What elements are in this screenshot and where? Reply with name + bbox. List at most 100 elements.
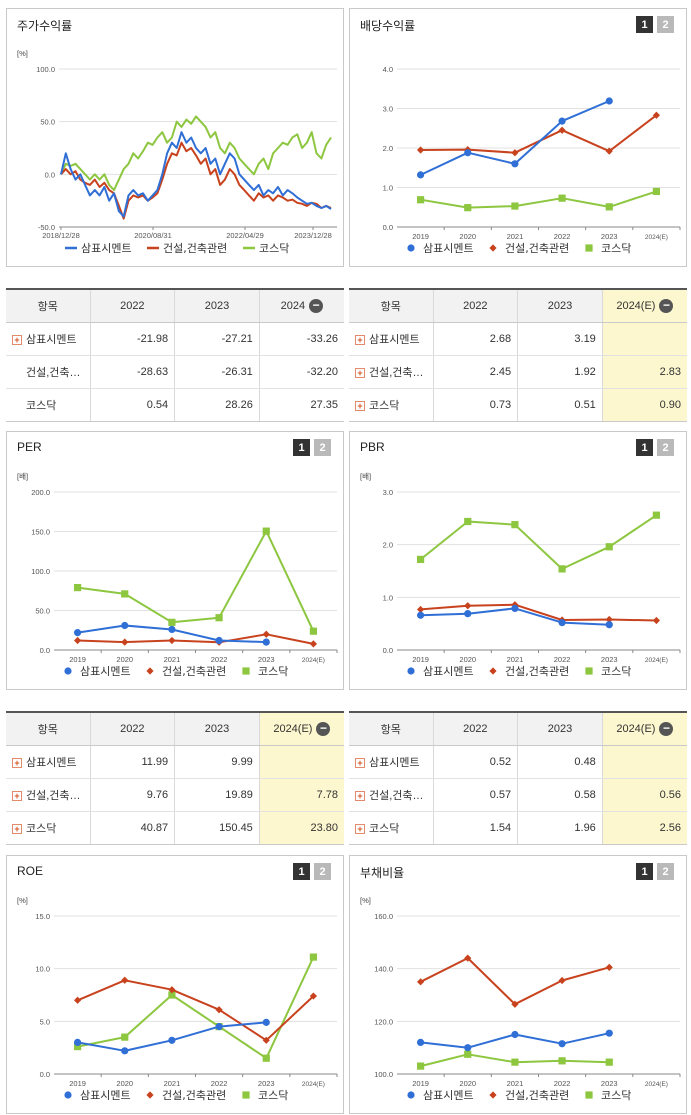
view-1-button[interactable]: 1: [636, 439, 653, 456]
row-label: 건설,건축…: [26, 790, 81, 802]
view-2-button[interactable]: 2: [314, 863, 331, 880]
expand-icon[interactable]: +: [355, 335, 365, 346]
expand-icon[interactable]: +: [355, 758, 365, 769]
cell: 2.83: [601, 355, 687, 389]
view-2-button[interactable]: 2: [314, 439, 331, 456]
view-2-button[interactable]: 2: [657, 863, 674, 880]
legend-label: 코스닥: [601, 242, 631, 255]
point-marker: [416, 146, 425, 154]
cell: 0.90: [601, 388, 687, 421]
point-marker: [168, 618, 176, 626]
cell: 150.45: [174, 811, 260, 844]
point-marker: [73, 1038, 82, 1046]
col-header: 2024(E) −: [601, 713, 687, 746]
col-header-label: 2024(E): [273, 722, 313, 735]
point-marker: [416, 196, 425, 204]
expand-icon[interactable]: +: [355, 401, 365, 412]
legend-label: 코스닥: [259, 242, 289, 255]
point-marker: [605, 963, 613, 971]
row-label: 삼표시멘트: [369, 757, 420, 769]
series-line: [77, 956, 315, 1060]
y-tick-label: 2.0: [383, 541, 393, 550]
table-row: + 코스닥 40.87 150.45 23.80: [6, 811, 344, 844]
view-1-button[interactable]: 1: [636, 16, 653, 33]
expand-icon[interactable]: +: [355, 791, 365, 802]
col-header: 2023: [517, 290, 603, 323]
point-marker: [146, 667, 154, 675]
view-1-button[interactable]: 1: [293, 439, 310, 456]
panel-title: PBR: [360, 440, 385, 454]
point-marker: [168, 991, 176, 999]
series-line: [77, 1021, 267, 1052]
row-label: 삼표시멘트: [369, 334, 420, 346]
col-header: 2024(E) −: [601, 290, 687, 323]
view-1-button[interactable]: 1: [636, 863, 653, 880]
y-tick-label: 50.0: [40, 118, 55, 127]
table-row: 코스닥 0.54 28.26 27.35: [6, 388, 344, 421]
point-marker: [416, 555, 425, 564]
point-marker: [489, 667, 497, 675]
view-2-button[interactable]: 2: [657, 16, 674, 33]
point-marker: [605, 1058, 613, 1066]
point-marker: [511, 149, 519, 157]
cell: 2.56: [601, 811, 687, 844]
legend-label: 코스닥: [258, 665, 288, 678]
panel-roe: ROE 1 2 [%] 15.0 10.0 5.0 0.0 2019 2020 2021 202…: [6, 855, 344, 1114]
row-label-cell: + 코스닥: [349, 812, 433, 845]
panel-pbr: PBR 1 2 [배] 3.0 2.0 1.0 0.0 2019 2020 2021 2022 2…: [349, 431, 687, 690]
point-marker: [416, 978, 425, 986]
view-1-button[interactable]: 1: [293, 863, 310, 880]
panel-title: 주가수익률: [17, 19, 73, 33]
x-tick-label: 2024(E): [302, 657, 325, 664]
legend-label: 건설,건축관련: [163, 242, 227, 255]
expand-icon[interactable]: +: [12, 335, 22, 346]
series-line: [77, 979, 315, 1042]
collapse-icon[interactable]: −: [659, 299, 674, 313]
point-marker: [215, 636, 223, 645]
expand-icon[interactable]: +: [12, 791, 22, 802]
table-row: + 코스닥 1.54 1.96 2.56: [349, 811, 687, 845]
col-header: 항목: [349, 713, 433, 746]
point-marker: [407, 1091, 415, 1099]
expand-icon[interactable]: +: [355, 368, 365, 379]
cell: 0.48: [517, 745, 603, 779]
point-marker: [585, 667, 593, 675]
cell: -32.20: [258, 355, 344, 389]
point-marker: [605, 621, 613, 629]
x-tick-label: 2023: [258, 655, 275, 664]
point-marker: [73, 583, 82, 592]
expand-icon[interactable]: +: [12, 824, 22, 835]
y-tick-label: 5.0: [40, 1017, 50, 1026]
cell: 0.54: [89, 388, 175, 421]
point-marker: [121, 590, 129, 598]
series-line: [420, 190, 657, 209]
view-toggle: 1 2: [636, 16, 674, 33]
table-row: + 건설,건축… 2.45 1.92 2.83: [349, 355, 687, 389]
x-tick-label: 2020/08/31: [134, 231, 172, 240]
panel-debt: 부채비율 1 2 [%] 160.0 140.0 120.0 100.0 2019 2020…: [349, 855, 687, 1114]
collapse-icon[interactable]: −: [316, 722, 331, 736]
series-line: [77, 633, 314, 645]
x-tick-label: 2023: [258, 1079, 275, 1088]
table-row: + 삼표시멘트 2.68 3.19: [349, 322, 687, 356]
view-toggle: 1 2: [293, 863, 331, 880]
point-marker: [511, 1058, 519, 1066]
series-line: [60, 115, 332, 192]
collapse-icon[interactable]: −: [659, 722, 674, 736]
table-row: 건설,건축… -28.63 -26.31 -32.20: [6, 355, 344, 389]
expand-icon[interactable]: +: [355, 824, 365, 835]
point-marker: [416, 1038, 425, 1046]
cell: -26.31: [174, 355, 260, 389]
point-marker: [464, 1044, 472, 1052]
table-per: 항목 2022 2023 2024(E) − + 삼표시멘트 11.99 9.99 …: [6, 711, 344, 845]
debt-chart: [%]160.0 140.0 120.0 100.0 2019 2020 2021 2022 2…: [360, 896, 681, 1102]
collapse-icon[interactable]: −: [309, 299, 324, 313]
point-marker: [73, 636, 82, 645]
expand-icon[interactable]: +: [12, 758, 22, 769]
point-marker: [121, 976, 129, 984]
point-marker: [652, 511, 661, 519]
col-header: 2024(E) −: [258, 713, 344, 746]
roe-chart: [%] 15.0 10.0 5.0 0.0 2019 2020 2021 2022 2023 202…: [17, 896, 338, 1102]
point-marker: [558, 126, 566, 134]
view-2-button[interactable]: 2: [657, 439, 674, 456]
